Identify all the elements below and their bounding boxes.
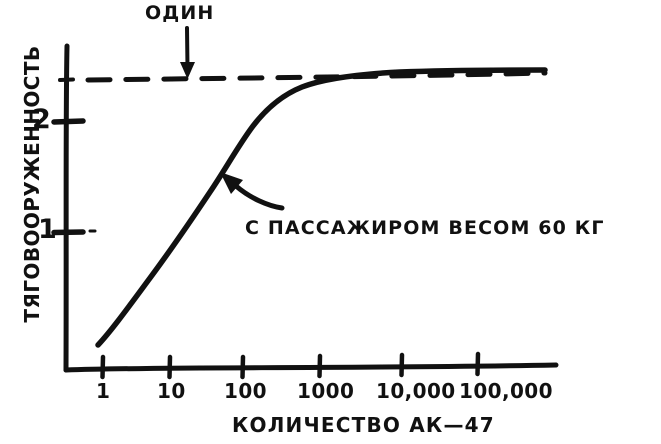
annotation-passenger-label: С ПАССАЖИРОМ ВЕСОМ 60 КГ: [245, 217, 605, 239]
odin-arrow-head-icon: [180, 62, 195, 79]
y-tick-mark-2: [51, 118, 86, 125]
asymptote-dashed-line: [85, 70, 548, 83]
y-tick-mark-1: [51, 229, 86, 236]
y-tick-label-1: 1: [38, 214, 57, 245]
x-tick-mark-1000: [317, 353, 323, 379]
y-tick-label-2: 2: [32, 104, 51, 135]
y-tick-mark-asymptote: [58, 77, 75, 82]
annotation-odin-label: ОДИН: [145, 2, 215, 24]
x-tick-label-1: 1: [96, 379, 111, 403]
x-tick-mark-100: [240, 354, 246, 380]
x-tick-mark-10: [167, 354, 173, 380]
x-axis-title: КОЛИЧЕСТВО АК—47: [232, 413, 495, 437]
x-axis-line: [63, 362, 559, 373]
passenger-arrow-shaft: [233, 183, 285, 211]
x-tick-mark-100000: [475, 351, 481, 377]
x-tick-label-1000: 1000: [297, 379, 355, 403]
x-tick-label-100: 100: [224, 379, 267, 403]
y-axis-line: [63, 43, 70, 373]
x-tick-label-10: 10: [157, 379, 186, 403]
passenger-arrow-head-icon: [220, 172, 243, 194]
x-tick-mark-10000: [399, 352, 405, 378]
x-tick-mark-1: [100, 354, 106, 380]
odin-arrow-shaft: [185, 26, 190, 70]
data-curve-passenger: [95, 67, 548, 348]
x-tick-label-100000: 100,000: [459, 379, 553, 403]
y-axis-title: ТЯГОВООРУЖЕННОСТЬ: [20, 45, 44, 323]
x-tick-label-10000: 10,000: [376, 379, 456, 403]
